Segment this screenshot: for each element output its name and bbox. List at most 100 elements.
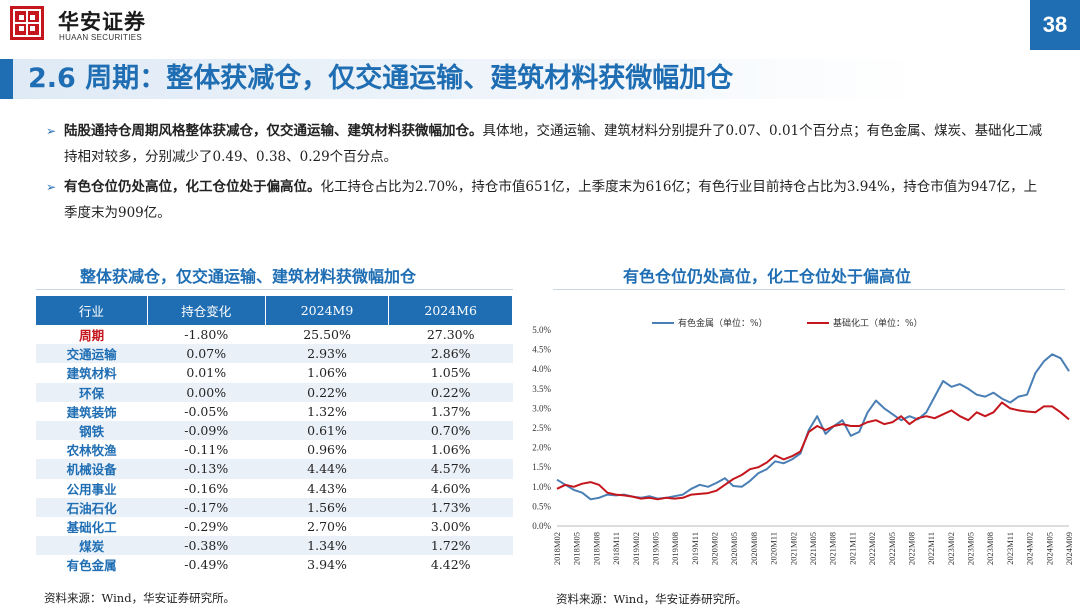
bullet-arrow-icon: ➢	[46, 124, 57, 138]
summary-bullets: ➢ 陆股通持仓周期风格整体获减仓，仅交通运输、建筑材料获微幅加仓。具体地，交通运…	[46, 118, 1046, 230]
m9-cell: 3.94%	[307, 557, 347, 573]
x-tick-label: 2023M11	[1005, 532, 1015, 565]
x-tick-label: 2018M05	[572, 532, 582, 565]
table-row: 周期 -1.80% 25.50% 27.30%	[36, 325, 513, 344]
bullet-2-bold: 有色仓位仍处高位，化工仓位处于偏高位。	[64, 179, 321, 195]
x-tick-label: 2024M09	[1064, 532, 1074, 565]
m6-cell: 4.57%	[388, 459, 513, 479]
x-tick-label: 2023M02	[946, 532, 956, 565]
chart-source: 资料来源：Wind，华安证券研究所。	[556, 592, 748, 606]
table-body: 周期 -1.80% 25.50% 27.30% 交通运输 0.07% 2.93% 2.86% 建…	[36, 325, 513, 574]
x-tick-label: 2020M05	[729, 532, 739, 565]
m6-cell: 2.86%	[388, 344, 513, 364]
table-section-divider	[36, 289, 513, 290]
page-title: 2.6 周期：整体获减仓，仅交通运输、建筑材料获微幅加仓	[28, 63, 734, 94]
title-accent	[0, 59, 13, 99]
industry-cell: 有色金属	[66, 558, 117, 574]
m9-cell: 1.32%	[307, 403, 347, 419]
bullet-1-bold: 陆股通持仓周期风格整体获减仓，仅交通运输、建筑材料获微幅加仓。	[64, 123, 483, 139]
col-header-2024m6: 2024M6	[388, 296, 513, 325]
change-cell: -0.09%	[147, 420, 266, 441]
x-tick-label: 2021M11	[847, 532, 857, 565]
m9-cell: 0.61%	[265, 420, 389, 441]
x-tick-label: 2018M02	[552, 532, 562, 565]
brand-name-cn: 华安证券	[58, 9, 146, 34]
x-tick-label: 2021M08	[828, 532, 838, 565]
brand-name-en: HUAAN SECURITIES	[59, 33, 143, 42]
chart-section-title: 有色仓位仍处高位，化工仓位处于偏高位	[623, 267, 912, 286]
x-tick-label: 2022M05	[887, 532, 897, 565]
x-tick-label: 2024M05	[1044, 532, 1054, 565]
m9-cell: 4.44%	[265, 459, 389, 479]
m9-cell: 1.34%	[265, 536, 389, 556]
m6-cell: 3.00%	[430, 518, 471, 534]
industry-cell: 农林牧渔	[66, 443, 117, 459]
y-tick-label: 5.0%	[532, 325, 551, 335]
table-section-title: 整体获减仓，仅交通运输、建筑材料获微幅加仓	[80, 267, 417, 286]
x-tick-label: 2021M05	[808, 532, 818, 565]
m6-cell: 1.73%	[388, 497, 513, 517]
m9-cell: 4.43%	[307, 480, 347, 496]
x-tick-label: 2019M08	[670, 532, 680, 565]
x-tick-label: 2019M11	[690, 532, 700, 565]
change-cell: -0.11%	[184, 442, 229, 458]
legend-label: 有色金属（单位：%）	[678, 318, 768, 329]
industry-cell: 建筑材料	[66, 366, 117, 382]
industry-cell: 交通运输	[36, 344, 148, 364]
table-row: 建筑材料 0.01% 1.06% 1.05%	[36, 363, 513, 382]
table-row: 环保 0.00% 0.22% 0.22%	[36, 382, 513, 402]
table-row: 有色金属 -0.49% 3.94% 4.42%	[36, 555, 513, 574]
bullet-1-text: 具体地，交通运输、建筑材料分别提升了0.07、0.01个百分点；有色金属、煤炭、…	[64, 123, 1043, 165]
bullet-arrow-icon: ➢	[46, 180, 57, 194]
m9-cell: 0.96%	[307, 442, 347, 458]
x-tick-label: 2020M08	[749, 532, 759, 565]
table-row: 建筑装饰 -0.05% 1.32% 1.37%	[36, 402, 513, 421]
y-tick-label: 1.5%	[532, 462, 551, 472]
industry-cell: 煤炭	[36, 536, 148, 556]
bullet-1: ➢ 陆股通持仓周期风格整体获减仓，仅交通运输、建筑材料获微幅加仓。具体地，交通运…	[46, 118, 1046, 170]
m9-cell: 1.56%	[265, 497, 389, 517]
m6-cell: 4.60%	[430, 480, 471, 496]
table-row: 基础化工 -0.29% 2.70% 3.00%	[36, 517, 513, 536]
y-tick-label: 0.0%	[532, 521, 551, 531]
table-row: 机械设备 -0.13% 4.44% 4.57%	[36, 459, 513, 479]
m6-cell: 1.72%	[388, 536, 513, 556]
page-number: 38	[1030, 0, 1080, 50]
y-tick-label: 3.5%	[532, 384, 551, 394]
m6-cell: 4.42%	[430, 557, 471, 573]
m9-cell: 0.22%	[265, 382, 389, 402]
m6-cell: 1.05%	[430, 365, 471, 381]
m6-cell: 1.37%	[430, 403, 471, 419]
y-tick-label: 2.0%	[532, 443, 551, 453]
x-tick-label: 2022M11	[926, 532, 936, 565]
change-cell: -0.38%	[147, 536, 266, 556]
x-tick-label: 2020M11	[769, 532, 779, 565]
m9-cell: 1.06%	[307, 365, 347, 381]
change-cell: -0.05%	[184, 403, 229, 419]
x-tick-label: 2020M02	[710, 532, 720, 565]
x-tick-label: 2023M05	[966, 532, 976, 565]
table-row: 钢铁 -0.09% 0.61% 0.70%	[36, 420, 513, 441]
change-cell: 0.01%	[186, 365, 227, 381]
m9-cell: 2.70%	[307, 518, 347, 534]
table-row: 交通运输 0.07% 2.93% 2.86%	[36, 344, 513, 364]
x-tick-label: 2019M02	[631, 532, 641, 565]
col-header-2024m9: 2024M9	[265, 296, 390, 325]
position-line-chart: 0.0% 0.5% 1.0% 1.5% 2.0% 2.5% 3.0% 3.5% 4.0% 4.5%…	[532, 318, 1074, 565]
x-tick-label: 2021M02	[788, 532, 798, 565]
x-tick-label: 2018M08	[591, 532, 601, 565]
table-row: 煤炭 -0.38% 1.34% 1.72%	[36, 536, 513, 556]
change-cell: -0.16%	[184, 480, 229, 496]
col-header-industry: 行业	[36, 296, 148, 325]
table-row: 石油石化 -0.17% 1.56% 1.73%	[36, 497, 513, 517]
y-tick-label: 0.5%	[532, 501, 551, 511]
y-tick-label: 3.0%	[532, 403, 551, 413]
x-tick-label: 2023M08	[985, 532, 995, 565]
industry-cell: 基础化工	[66, 519, 117, 535]
chart-section-divider	[553, 289, 1065, 290]
y-tick-label: 2.5%	[532, 423, 551, 433]
change-cell: -0.49%	[184, 557, 229, 573]
change-cell: -0.13%	[147, 459, 266, 479]
title-bar	[0, 59, 1080, 99]
table-source: 资料来源：Wind，华安证券研究所。	[44, 591, 236, 605]
